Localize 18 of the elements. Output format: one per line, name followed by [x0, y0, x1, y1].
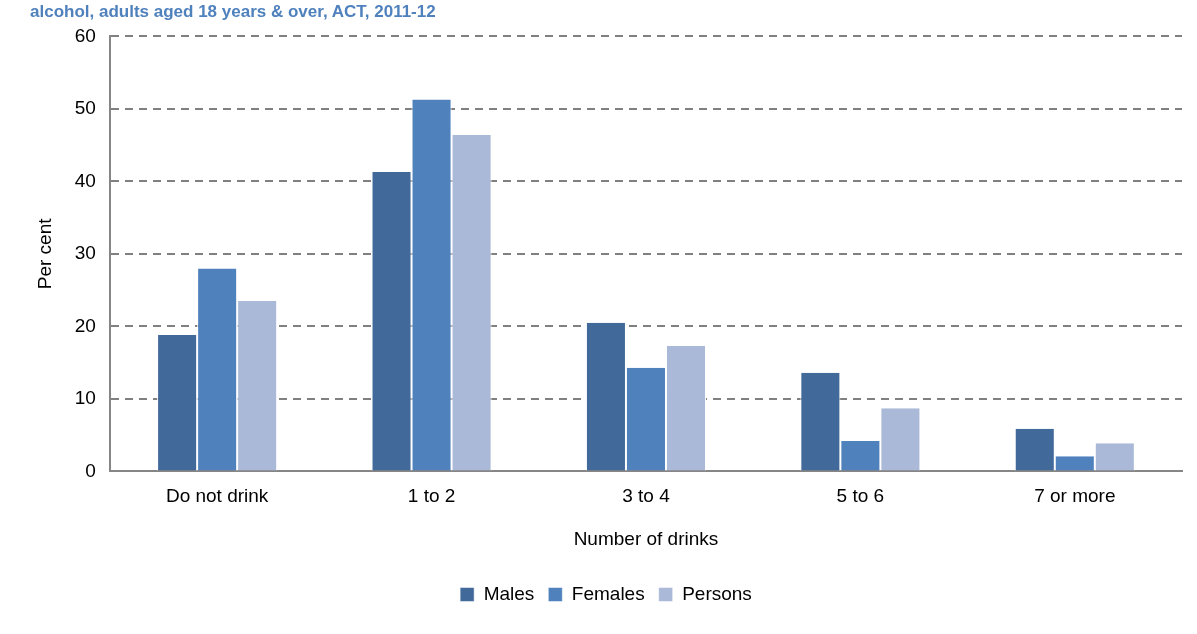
x-tick-label: 3 to 4: [622, 485, 671, 507]
y-tick-label: 20: [74, 314, 96, 336]
x-tick-label: 5 to 6: [836, 485, 885, 507]
y-tick-label: 50: [74, 97, 96, 119]
y-tick-label: 10: [74, 387, 96, 409]
legend-label: Persons: [682, 582, 752, 604]
x-tick-label: 1 to 2: [407, 485, 456, 507]
y-tick-label: 40: [74, 169, 96, 191]
y-tick-label: 0: [85, 459, 96, 481]
chart-title: alcohol, adults aged 18 years & over, ACT, 2011-12: [30, 1, 436, 21]
y-axis-title: Per cent: [33, 217, 55, 290]
y-tick-label: 60: [74, 24, 96, 46]
x-tick-label: 7 or more: [1034, 485, 1116, 507]
y-tick-label: 30: [74, 242, 96, 264]
x-axis-title: Number of drinks: [573, 527, 719, 549]
x-tick-label: Do not drink: [165, 485, 269, 507]
legend-label: Males: [483, 582, 535, 604]
legend-label: Females: [571, 582, 645, 604]
